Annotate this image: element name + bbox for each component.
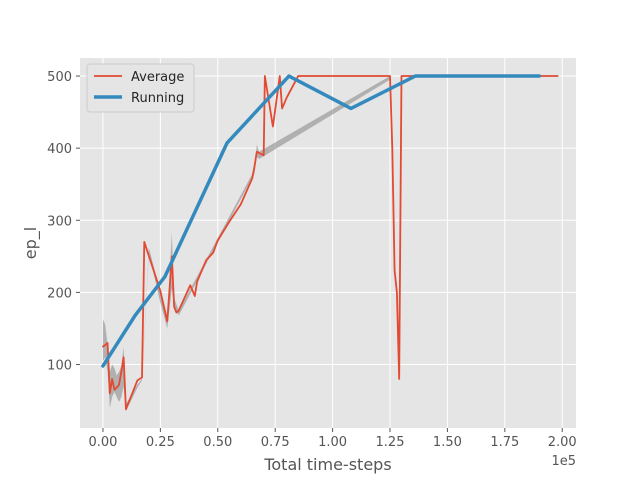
x-tick-label: 2.00 (548, 435, 577, 450)
x-tick-label: 1.75 (490, 435, 519, 450)
plot-background (80, 58, 576, 428)
y-tick-label: 100 (47, 359, 72, 374)
y-tick-label: 200 (47, 286, 72, 301)
x-tick-label: 1.50 (433, 435, 462, 450)
y-tick-label: 300 (47, 214, 72, 229)
y-axis-label: ep_l (21, 227, 41, 259)
y-tick-label: 400 (47, 142, 72, 157)
x-tick-label: 0.00 (88, 435, 117, 450)
y-tick-label: 500 (47, 70, 72, 85)
legend-label-running: Running (131, 91, 184, 106)
legend: Average Running (86, 63, 195, 113)
x-axis-ticks: 0.00 0.25 0.50 0.75 1.00 1.25 1.50 1.75 2.00 (88, 428, 577, 450)
series-lines (101, 74, 559, 411)
x-tick-label: 0.50 (203, 435, 232, 450)
x-tick-label: 1.25 (376, 435, 405, 450)
x-tick-label: 0.25 (146, 435, 175, 450)
x-axis-label: Total time-steps (263, 455, 391, 474)
x-tick-label: 0.75 (261, 435, 290, 450)
x-tick-label: 1.00 (318, 435, 347, 450)
series-line-running (101, 74, 542, 368)
legend-label-average: Average (131, 70, 184, 85)
y-axis-ticks: 100 200 300 400 500 (47, 70, 80, 374)
series-line-average (102, 75, 559, 411)
x-axis-scale-label: 1e5 (551, 454, 576, 469)
